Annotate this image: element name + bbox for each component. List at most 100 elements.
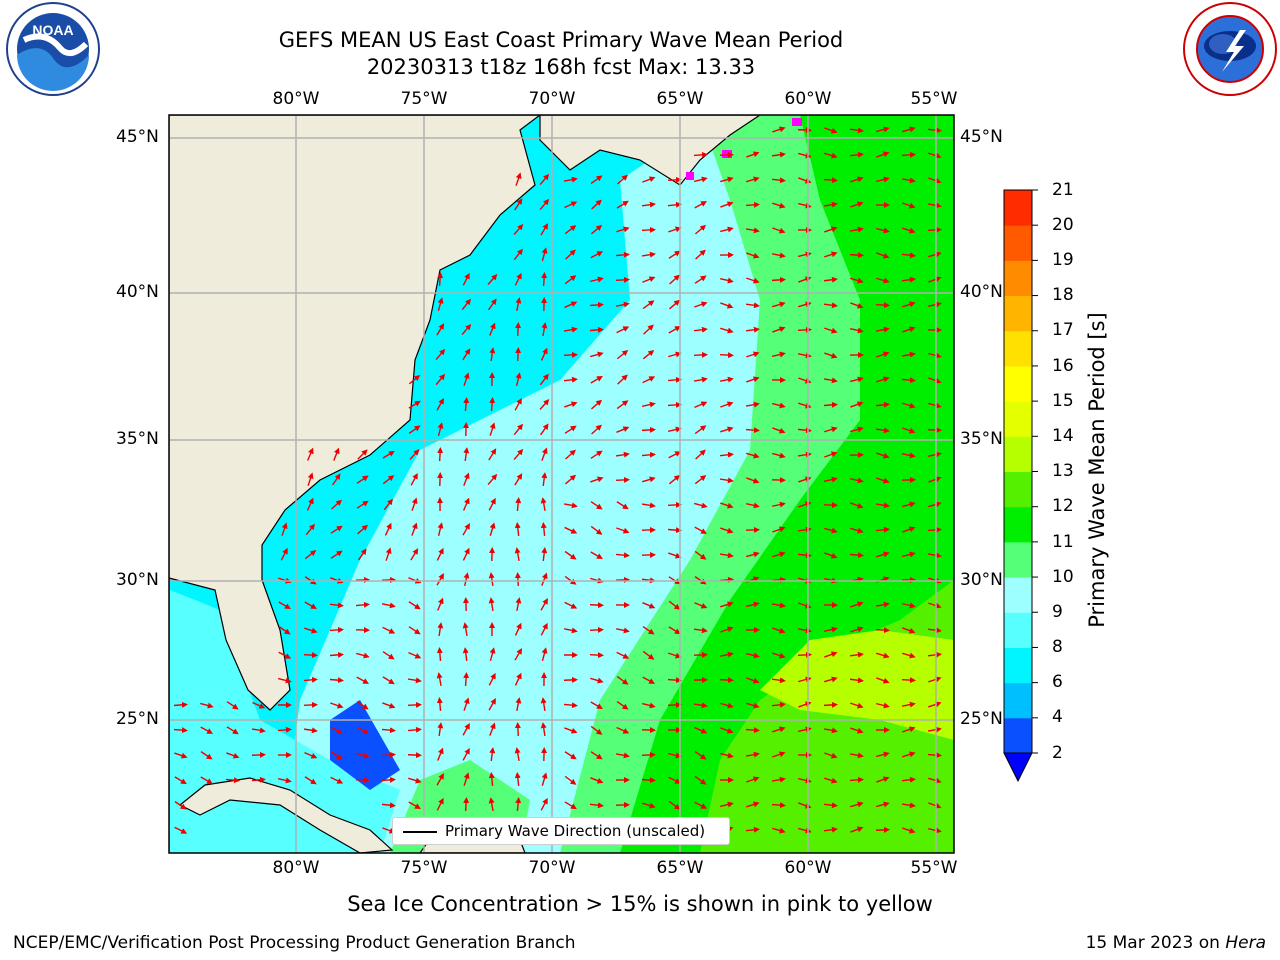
wave-arrow xyxy=(641,751,656,758)
chart-title: GEFS MEAN US East Coast Primary Wave Mea… xyxy=(278,28,844,52)
wave-arrow xyxy=(515,797,522,812)
wave-arrow xyxy=(436,323,445,336)
lon-tick-bottom: 75°W xyxy=(400,858,448,878)
wave-arrow xyxy=(693,151,708,158)
wave-arrow xyxy=(641,251,656,258)
wave-arrow xyxy=(540,347,548,361)
wave-arrow xyxy=(927,226,942,233)
wave-arrow xyxy=(823,701,838,708)
wave-arrow xyxy=(746,801,760,808)
lon-tick-bottom: 65°W xyxy=(656,858,704,878)
wave-arrow xyxy=(642,802,656,809)
colorbar-segment xyxy=(1004,612,1032,648)
wave-arrow xyxy=(589,326,604,333)
wave-arrow xyxy=(641,226,656,233)
wave-arrow xyxy=(563,176,578,183)
wave-arrow xyxy=(719,277,734,284)
wave-arrow xyxy=(693,627,708,634)
wave-arrow xyxy=(850,801,864,808)
wave-arrow xyxy=(876,227,890,234)
wave-arrow xyxy=(513,223,524,235)
wave-arrow xyxy=(902,402,916,409)
wave-arrow xyxy=(436,547,444,561)
wave-arrow xyxy=(668,626,681,635)
colorbar-tick: 18 xyxy=(1052,285,1074,305)
wave-arrow xyxy=(875,326,890,333)
wave-arrow xyxy=(590,777,604,784)
wave-arrow xyxy=(642,176,656,183)
wave-arrow xyxy=(824,552,838,559)
wave-arrow xyxy=(408,777,422,784)
wave-arrow xyxy=(435,373,446,386)
wave-arrow xyxy=(668,250,681,259)
wave-arrow xyxy=(437,722,444,737)
wave-arrow xyxy=(356,752,370,759)
lon-tick-bottom: 55°W xyxy=(910,858,958,878)
wave-arrow xyxy=(928,602,942,609)
wave-arrow xyxy=(489,422,496,436)
wave-arrow xyxy=(772,301,786,308)
wave-arrow xyxy=(901,701,916,708)
wave-arrow xyxy=(591,424,602,435)
wave-arrow xyxy=(435,348,446,361)
wave-arrow xyxy=(694,401,708,409)
wave-arrow xyxy=(541,272,548,287)
wave-arrow xyxy=(927,202,942,209)
wave-arrow xyxy=(927,552,942,559)
wave-arrow xyxy=(436,573,444,586)
wave-arrow xyxy=(902,427,916,434)
wave-arrow xyxy=(694,301,708,308)
wave-arrow xyxy=(667,501,682,508)
wave-arrow xyxy=(304,550,317,560)
wave-arrow xyxy=(408,425,421,435)
wave-arrow xyxy=(515,372,522,386)
wave-arrow xyxy=(329,602,344,609)
wave-arrow xyxy=(850,302,864,309)
wave-arrow xyxy=(436,398,444,411)
wave-arrow xyxy=(564,775,577,785)
wave-arrow xyxy=(928,377,942,384)
wave-arrow xyxy=(278,601,291,610)
wave-arrow xyxy=(541,547,548,562)
lat-tick-left: 30°N xyxy=(116,570,159,590)
wave-arrow xyxy=(306,497,314,511)
wave-arrow xyxy=(746,351,760,358)
wave-arrow xyxy=(720,226,734,233)
wave-arrow xyxy=(824,651,838,658)
wave-arrow xyxy=(642,349,655,360)
wave-arrow xyxy=(304,576,317,585)
wave-arrow xyxy=(277,726,292,733)
map-frame xyxy=(168,114,955,854)
wave-arrow xyxy=(928,777,942,784)
wave-arrow xyxy=(563,376,578,383)
wave-arrow xyxy=(824,752,838,759)
wave-arrow xyxy=(668,800,681,810)
wave-arrow xyxy=(668,776,682,784)
wave-arrow xyxy=(515,347,522,362)
wave-arrow xyxy=(668,351,682,358)
wave-arrow xyxy=(541,772,548,786)
legend-label: Primary Wave Direction (unscaled) xyxy=(445,822,706,840)
footer-date: 15 Mar 2023 on Hera xyxy=(1086,933,1266,953)
wave-arrow xyxy=(385,547,392,561)
wave-arrow xyxy=(849,226,864,233)
land-us-east-coast xyxy=(169,115,541,711)
wave-arrow xyxy=(902,827,916,834)
wave-arrow xyxy=(772,402,786,409)
wave-arrow xyxy=(772,126,786,133)
wave-arrow xyxy=(616,651,630,659)
wave-arrow xyxy=(590,677,604,684)
wave-arrow xyxy=(541,647,548,661)
wave-arrow xyxy=(641,401,656,408)
wave-arrow xyxy=(563,702,578,709)
wave-arrow xyxy=(514,473,523,486)
lon-tick-top: 75°W xyxy=(400,89,448,109)
nws-logo xyxy=(1183,2,1277,96)
wave-arrow xyxy=(746,176,760,183)
wave-arrow xyxy=(488,797,495,812)
wave-arrow xyxy=(720,401,734,408)
wave-arrow xyxy=(541,322,548,337)
wave-arrow xyxy=(437,522,444,536)
wave-arrow xyxy=(875,427,890,434)
wave-arrow xyxy=(642,676,656,684)
